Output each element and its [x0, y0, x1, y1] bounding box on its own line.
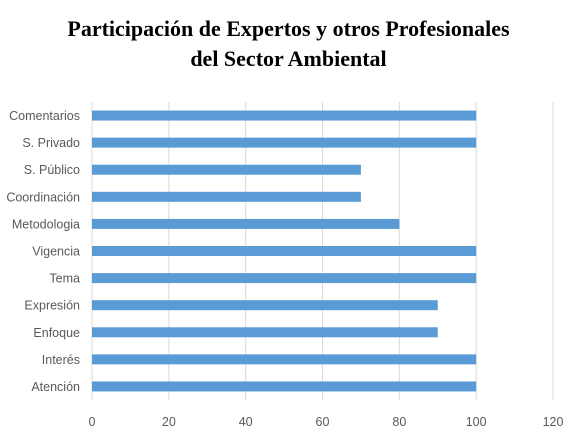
category-label: Atención [31, 380, 80, 394]
x-tick-label: 120 [543, 415, 564, 429]
x-tick-label: 20 [162, 415, 176, 429]
bar [92, 218, 400, 229]
bar [92, 164, 361, 175]
category-label: Vigencia [32, 245, 80, 259]
x-tick-label: 80 [392, 415, 406, 429]
bars [92, 110, 477, 392]
category-label: Expresión [24, 299, 80, 313]
category-label: Coordinación [6, 190, 80, 204]
category-labels: Atención Interés Enfoque Expresión Tema Vigen… [6, 109, 80, 394]
chart-title-line-2: del Sector Ambiental [190, 46, 387, 71]
category-label: Tema [49, 272, 80, 286]
x-tick-label: 60 [316, 415, 330, 429]
bar [92, 110, 477, 121]
category-label: S. Privado [22, 136, 80, 150]
bar [92, 300, 438, 311]
x-tick-label: 100 [466, 415, 487, 429]
bar [92, 381, 477, 392]
x-tick-label: 0 [89, 415, 96, 429]
bar [92, 354, 477, 365]
category-label: S. Público [24, 163, 80, 177]
x-tick-labels: 0 20 40 60 80 100 120 [89, 415, 564, 429]
category-label: Comentarios [9, 109, 80, 123]
bar [92, 327, 438, 338]
x-tick-label: 40 [239, 415, 253, 429]
bar [92, 137, 477, 148]
bar [92, 191, 361, 202]
bar [92, 246, 477, 256]
chart-title-line-1: Participación de Expertos y otros Profes… [67, 16, 510, 41]
chart-title: Participación de Expertos y otros Profes… [0, 14, 577, 74]
bar [92, 273, 477, 284]
category-label: Interés [42, 353, 80, 367]
category-label: Metodologia [12, 217, 80, 231]
category-label: Enfoque [33, 326, 80, 340]
